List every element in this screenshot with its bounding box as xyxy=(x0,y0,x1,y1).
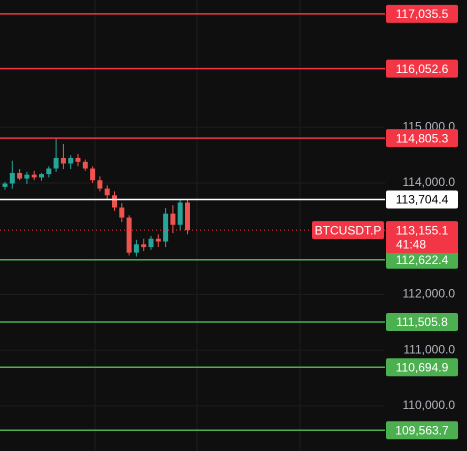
candle-body xyxy=(112,195,117,208)
candle-body xyxy=(75,157,81,162)
candle-body xyxy=(104,188,110,196)
candle-body xyxy=(60,157,66,164)
candle-body xyxy=(2,183,8,187)
candle-body xyxy=(82,161,88,169)
level-label-box xyxy=(386,190,458,209)
candle-body xyxy=(148,238,154,248)
level-label: 116,052.6 xyxy=(396,62,449,76)
candle-body xyxy=(163,213,169,242)
candle-body xyxy=(31,174,37,178)
level-label: 113,704.4 xyxy=(396,193,449,207)
candle-body xyxy=(9,172,15,184)
candle-body xyxy=(141,244,147,248)
y-tick-label: 111,000.0 xyxy=(403,342,455,356)
candle-body xyxy=(170,213,176,225)
candle-body xyxy=(119,207,125,218)
candle-body xyxy=(155,238,161,242)
y-tick-label: 114,000.0 xyxy=(403,175,456,189)
candle-body xyxy=(68,157,74,164)
level-label-box xyxy=(386,129,458,148)
level-label: 110,694.9 xyxy=(396,360,449,374)
candle-body xyxy=(90,168,96,181)
candle-body xyxy=(53,157,59,169)
candle-body xyxy=(126,217,132,253)
level-label-box xyxy=(386,4,458,23)
level-label: 114,805.3 xyxy=(396,131,449,145)
level-label: 112,622.4 xyxy=(396,253,449,267)
level-label-box xyxy=(386,59,458,78)
candle-body xyxy=(17,172,23,179)
level-label: 117,035.5 xyxy=(396,7,449,21)
level-label: 109,563.7 xyxy=(395,423,449,437)
current-price-box xyxy=(386,221,458,254)
level-label-box xyxy=(386,421,458,440)
symbol-box xyxy=(312,221,384,240)
candle-body xyxy=(185,202,190,231)
candle-body xyxy=(177,202,183,225)
level-label-box xyxy=(386,358,458,377)
level-label: 111,505.8 xyxy=(396,315,448,329)
countdown: 41:48 xyxy=(396,237,426,251)
level-label-box xyxy=(386,250,458,269)
candle-body xyxy=(46,168,52,175)
symbol-label: BTCUSDT.P xyxy=(315,223,382,237)
candle-body xyxy=(24,174,30,179)
y-tick-label: 112,000.0 xyxy=(403,287,456,301)
y-tick-label: 110,000.0 xyxy=(403,398,456,412)
candle-body xyxy=(133,244,139,253)
level-label-box xyxy=(386,313,458,332)
candle-body xyxy=(39,174,44,178)
candle-body xyxy=(97,180,103,189)
current-price-label: 113,155.1 xyxy=(396,223,449,237)
